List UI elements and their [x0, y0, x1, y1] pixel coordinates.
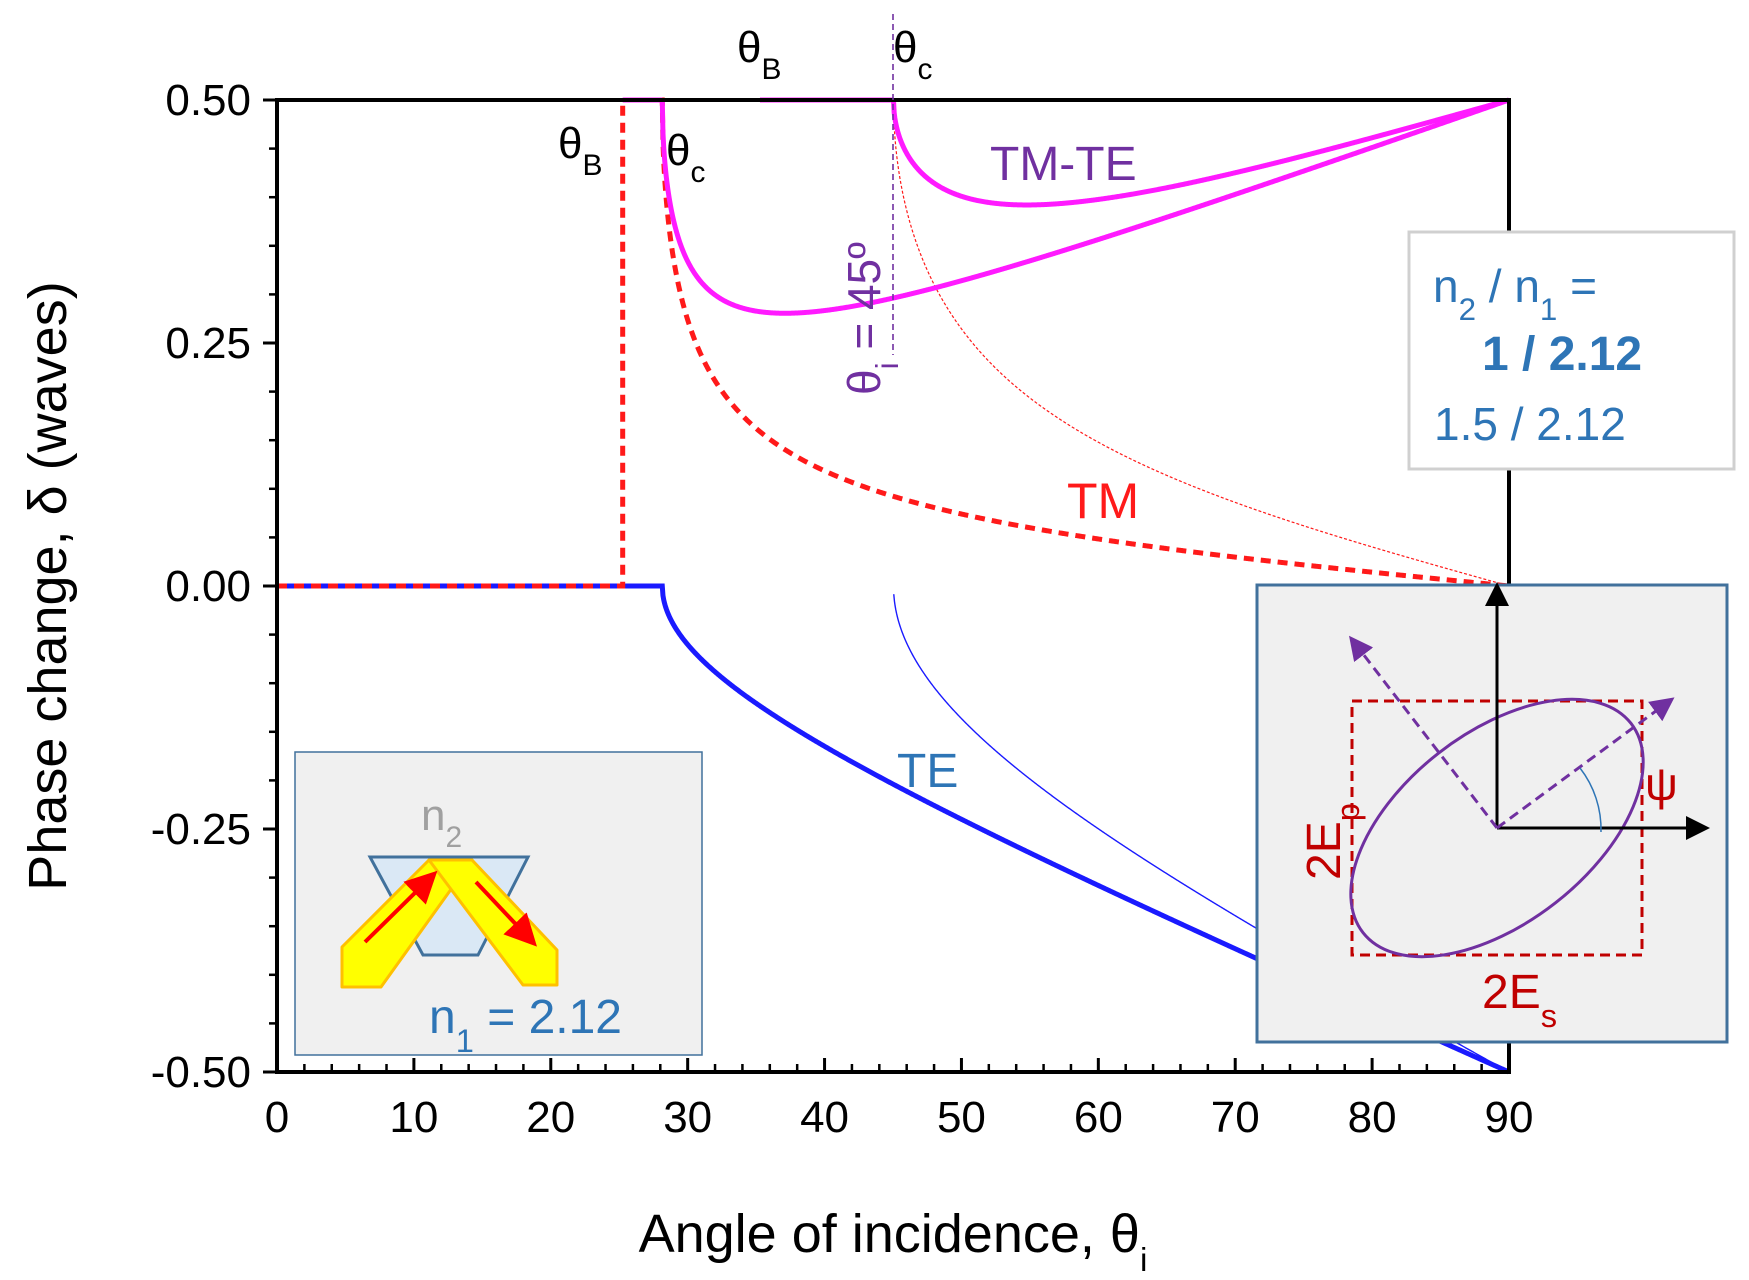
insets-layer: n2 / n1 =1 / 2.12 1.5 / 2.12 n2 n1 = 2.12 ψ 2…: [294, 230, 1736, 1059]
diff-secondary-curve: [890, 97, 1510, 208]
x-axis-label: Angle of incidence, θi: [639, 1204, 1148, 1279]
ratio-legend-secondary: 1.5 / 2.12: [1434, 398, 1626, 450]
psi-angle-arc: [1579, 767, 1602, 833]
ratio-legend-frame: [1407, 230, 1736, 471]
y-tick-label: 0.25: [165, 319, 251, 368]
ellipse-inset-frame: [1255, 583, 1729, 1044]
ratio-legend-box: n2 / n1 =1 / 2.12 1.5 / 2.12: [1407, 230, 1736, 471]
theta-c-label-secondary: θc: [893, 23, 932, 86]
tm-main-curve: [277, 97, 1510, 589]
x-tick-label: 60: [1074, 1093, 1123, 1142]
diff-main-curve: [659, 97, 1510, 316]
y-tick-label: -0.25: [151, 805, 251, 854]
x-tick-label: 40: [800, 1093, 849, 1142]
incident-arrow: [363, 870, 438, 944]
reflected-arrow: [474, 880, 537, 947]
ratio-legend-header: n2 / n1 =: [1433, 260, 1597, 327]
axes-layer: 0 10 20 30 40 50 60 70 80 90 -0.50 -0.25 0.00 0.25 0.5…: [18, 76, 1533, 1279]
minor-axis-arrow: [1349, 635, 1499, 829]
reflected-beam: [427, 858, 559, 987]
x-tick-label: 50: [937, 1093, 986, 1142]
n1-label: n1 = 2.12: [429, 991, 622, 1059]
y-tick-label: 0.50: [165, 76, 251, 125]
theta-b-label-secondary: θB: [737, 23, 781, 86]
theta-i-45-label: θi = 45º: [838, 242, 905, 395]
y-tick-label: 0.00: [165, 562, 251, 611]
theta-b-label-main: θB: [558, 119, 602, 182]
ratio-legend-main: 1 / 2.12: [1482, 328, 1642, 381]
y-axis-label: Phase change, δ (waves): [18, 281, 78, 890]
polarization-ellipse-inset: ψ 2Es 2Ep: [1255, 582, 1729, 1044]
prism-inset: n2 n1 = 2.12: [294, 751, 703, 1059]
te-label: TE: [897, 745, 958, 798]
es-label: 2Es: [1482, 966, 1557, 1034]
x-tick-label: 30: [663, 1093, 712, 1142]
x-tick-label: 90: [1485, 1093, 1534, 1142]
tm-label: TM: [1067, 473, 1139, 529]
major-axis-arrow: [1496, 697, 1675, 830]
tm-te-label: TM-TE: [990, 138, 1137, 191]
n2-label: n2: [421, 791, 462, 854]
x-tick-label: 10: [389, 1093, 438, 1142]
x-tick-label: 20: [526, 1093, 575, 1142]
ep-label: 2Ep: [1298, 803, 1366, 880]
x-tick-label: 70: [1211, 1093, 1260, 1142]
theta-c-label-main: θc: [666, 126, 705, 189]
psi-label: ψ: [1645, 758, 1678, 810]
x-tick-label: 80: [1348, 1093, 1397, 1142]
y-tick-label: -0.50: [151, 1048, 251, 1097]
x-tick-label: 0: [265, 1093, 289, 1142]
polarization-ellipse: [1349, 697, 1645, 959]
